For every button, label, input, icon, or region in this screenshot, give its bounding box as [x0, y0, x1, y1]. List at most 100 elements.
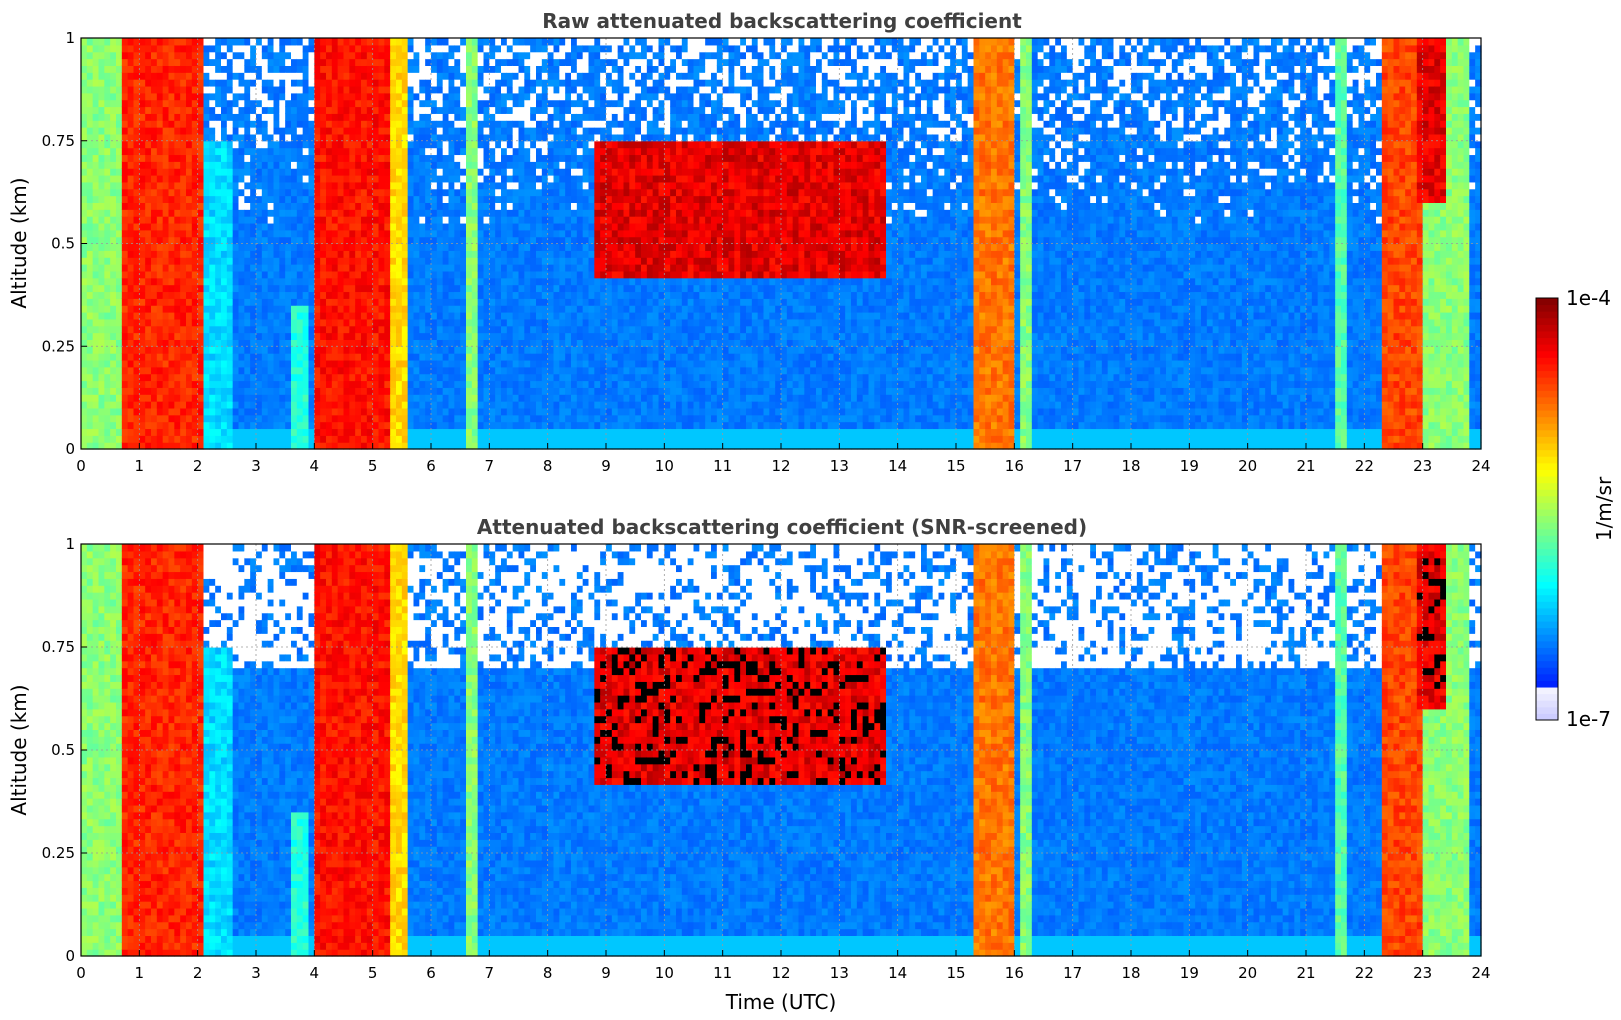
heatmap-cell — [122, 52, 128, 59]
heatmap-cell — [344, 244, 350, 251]
heatmap-cell — [268, 360, 274, 367]
heatmap-cell — [344, 312, 350, 319]
heatmap-cell — [110, 278, 116, 285]
heatmap-cell — [495, 360, 501, 367]
heatmap-cell — [256, 346, 262, 353]
heatmap-cell — [554, 285, 560, 292]
heatmap-cell — [145, 45, 151, 52]
heatmap-cell — [274, 387, 280, 394]
heatmap-cell — [174, 148, 180, 155]
heatmap-cell — [180, 250, 186, 257]
heatmap-cell — [122, 374, 128, 381]
heatmap-cell — [519, 107, 525, 114]
heatmap-cell — [262, 415, 268, 422]
heatmap-cell — [320, 161, 326, 168]
heatmap-cell — [489, 319, 495, 326]
heatmap-cell — [367, 107, 373, 114]
heatmap-cell — [349, 120, 355, 127]
heatmap-cell — [262, 148, 268, 155]
heatmap-cell — [279, 86, 285, 93]
heatmap-cell — [554, 86, 560, 93]
heatmap-cell — [437, 353, 443, 360]
heatmap-cell — [145, 209, 151, 216]
heatmap-cell — [536, 326, 542, 333]
heatmap-cell — [559, 250, 565, 257]
heatmap-cell — [274, 319, 280, 326]
heatmap-cell — [384, 428, 390, 435]
heatmap-cell — [169, 45, 175, 52]
heatmap-cell — [344, 435, 350, 442]
heatmap-cell — [501, 237, 507, 244]
heatmap-cell — [297, 394, 303, 401]
heatmap-cell — [338, 175, 344, 182]
heatmap-cell — [116, 45, 122, 52]
heatmap-cell — [320, 401, 326, 408]
heatmap-cell — [314, 305, 320, 312]
heatmap-cell — [349, 45, 355, 52]
heatmap-cell — [99, 435, 105, 442]
heatmap-cell — [542, 134, 548, 141]
heatmap-cell — [554, 408, 560, 415]
heatmap-cell — [268, 182, 274, 189]
heatmap-cell — [396, 182, 402, 189]
heatmap-cell — [390, 422, 396, 429]
heatmap-cell — [285, 182, 291, 189]
heatmap-cell — [169, 127, 175, 134]
heatmap-cell — [128, 86, 134, 93]
heatmap-cell — [373, 52, 379, 59]
heatmap-cell — [431, 298, 437, 305]
heatmap-cell — [221, 278, 227, 285]
heatmap-cell — [186, 298, 192, 305]
heatmap-cell — [542, 107, 548, 114]
heatmap-cell — [355, 250, 361, 257]
heatmap-cell — [466, 38, 472, 45]
heatmap-cell — [256, 271, 262, 278]
heatmap-cell — [379, 148, 385, 155]
heatmap-cell — [524, 346, 530, 353]
heatmap-cell — [559, 189, 565, 196]
heatmap-cell — [390, 394, 396, 401]
heatmap-cell — [519, 367, 525, 374]
heatmap-cell — [536, 189, 542, 196]
heatmap-cell — [268, 189, 274, 196]
heatmap-cell — [524, 182, 530, 189]
heatmap-cell — [99, 250, 105, 257]
heatmap-cell — [431, 257, 437, 264]
heatmap-cell — [513, 415, 519, 422]
heatmap-cell — [495, 79, 501, 86]
heatmap-cell — [285, 319, 291, 326]
heatmap-cell — [256, 59, 262, 66]
heatmap-cell — [291, 339, 297, 346]
heatmap-cell — [169, 415, 175, 422]
heatmap-cell — [390, 271, 396, 278]
heatmap-cell — [93, 141, 99, 148]
heatmap-cell — [291, 401, 297, 408]
heatmap-cell — [244, 154, 250, 161]
heatmap-cell — [256, 422, 262, 429]
heatmap-cell — [495, 408, 501, 415]
heatmap-cell — [256, 141, 262, 148]
heatmap-cell — [373, 326, 379, 333]
heatmap-cell — [227, 346, 233, 353]
heatmap-cell — [169, 154, 175, 161]
heatmap-cell — [320, 408, 326, 415]
heatmap-cell — [454, 113, 460, 120]
heatmap-cell — [244, 339, 250, 346]
heatmap-cell — [419, 401, 425, 408]
heatmap-cell — [256, 72, 262, 79]
heatmap-cell — [361, 113, 367, 120]
heatmap-cell — [285, 394, 291, 401]
heatmap-cell — [303, 223, 309, 230]
heatmap-cell — [501, 141, 507, 148]
heatmap-cell — [524, 312, 530, 319]
heatmap-cell — [93, 408, 99, 415]
heatmap-cell — [559, 285, 565, 292]
heatmap-cell — [559, 154, 565, 161]
heatmap-cell — [349, 244, 355, 251]
heatmap-cell — [443, 209, 449, 216]
heatmap-cell — [495, 223, 501, 230]
heatmap-cell — [122, 223, 128, 230]
heatmap-cell — [93, 381, 99, 388]
heatmap-cell — [530, 244, 536, 251]
heatmap-cell — [390, 45, 396, 52]
